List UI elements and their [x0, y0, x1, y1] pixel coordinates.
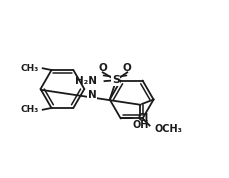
- Text: OCH₃: OCH₃: [154, 124, 182, 134]
- Text: OH: OH: [132, 120, 148, 130]
- Text: Cl: Cl: [137, 114, 148, 124]
- Text: O: O: [122, 63, 131, 73]
- Text: S: S: [111, 75, 119, 85]
- Text: H₂N: H₂N: [74, 76, 96, 86]
- Text: CH₃: CH₃: [20, 105, 38, 114]
- Text: O: O: [98, 63, 107, 73]
- Text: N: N: [87, 90, 96, 100]
- Text: CH₃: CH₃: [20, 64, 38, 73]
